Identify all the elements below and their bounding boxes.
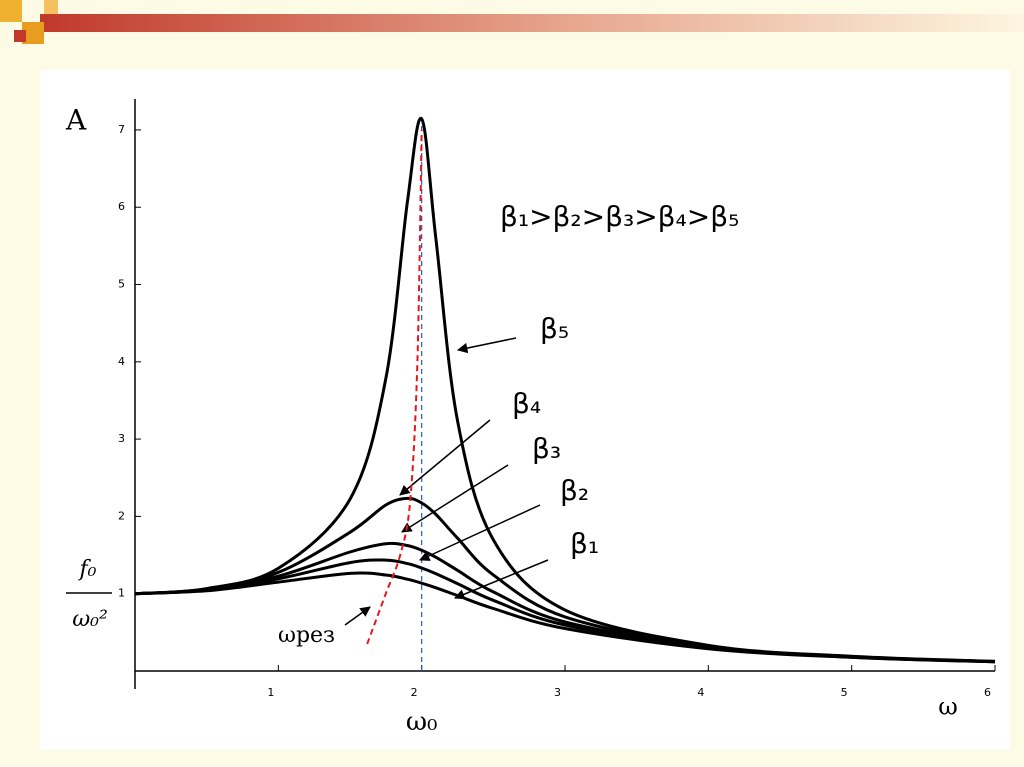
curve-label: β₃ [532, 432, 561, 465]
y-tick-label: 7 [118, 123, 125, 136]
y-tick-label: 3 [118, 432, 125, 445]
x-tick-label: 2 [411, 686, 418, 699]
x-tick-label: 3 [554, 686, 561, 699]
y-tick-label: 1 [118, 587, 125, 600]
x-tick-label: 1 [267, 686, 274, 699]
x-tick-label: 6 [984, 686, 991, 699]
decor [14, 30, 26, 42]
y-axis-label: A [65, 104, 87, 137]
x-axis-label: ω [938, 693, 958, 721]
plot-background [40, 70, 1010, 750]
curve-label: β₅ [540, 312, 569, 345]
x-tick-label: 5 [841, 686, 848, 699]
curve-label: β₂ [560, 474, 589, 507]
label-arrow [401, 464, 509, 533]
line [134, 117, 996, 663]
label-arrow [456, 337, 517, 354]
title-bar [40, 14, 1024, 32]
y-fraction-numerator: f₀ [78, 557, 97, 582]
label-arrow [399, 419, 491, 496]
decor [0, 0, 22, 22]
resonance-label: ωрез [278, 623, 335, 648]
label-arrow [344, 606, 371, 626]
y-tick-label: 4 [118, 355, 125, 368]
resonance-curve [366, 129, 423, 645]
y-fraction-denominator: ω₀² [72, 607, 108, 632]
curve-label: β₁ [570, 527, 599, 560]
y-tick-label: 6 [118, 200, 125, 213]
label-arrow [419, 504, 541, 561]
marker-label: ω₀ [406, 707, 438, 737]
decor [44, 0, 58, 14]
y-tick-label: 2 [118, 509, 125, 522]
x-tick-label: 4 [697, 686, 704, 699]
decor [22, 22, 44, 44]
annotation: β₁>β₂>β₃>β₄>β₅ [500, 200, 739, 233]
curve-label: β₄ [512, 387, 541, 420]
y-tick-label: 5 [118, 278, 125, 291]
